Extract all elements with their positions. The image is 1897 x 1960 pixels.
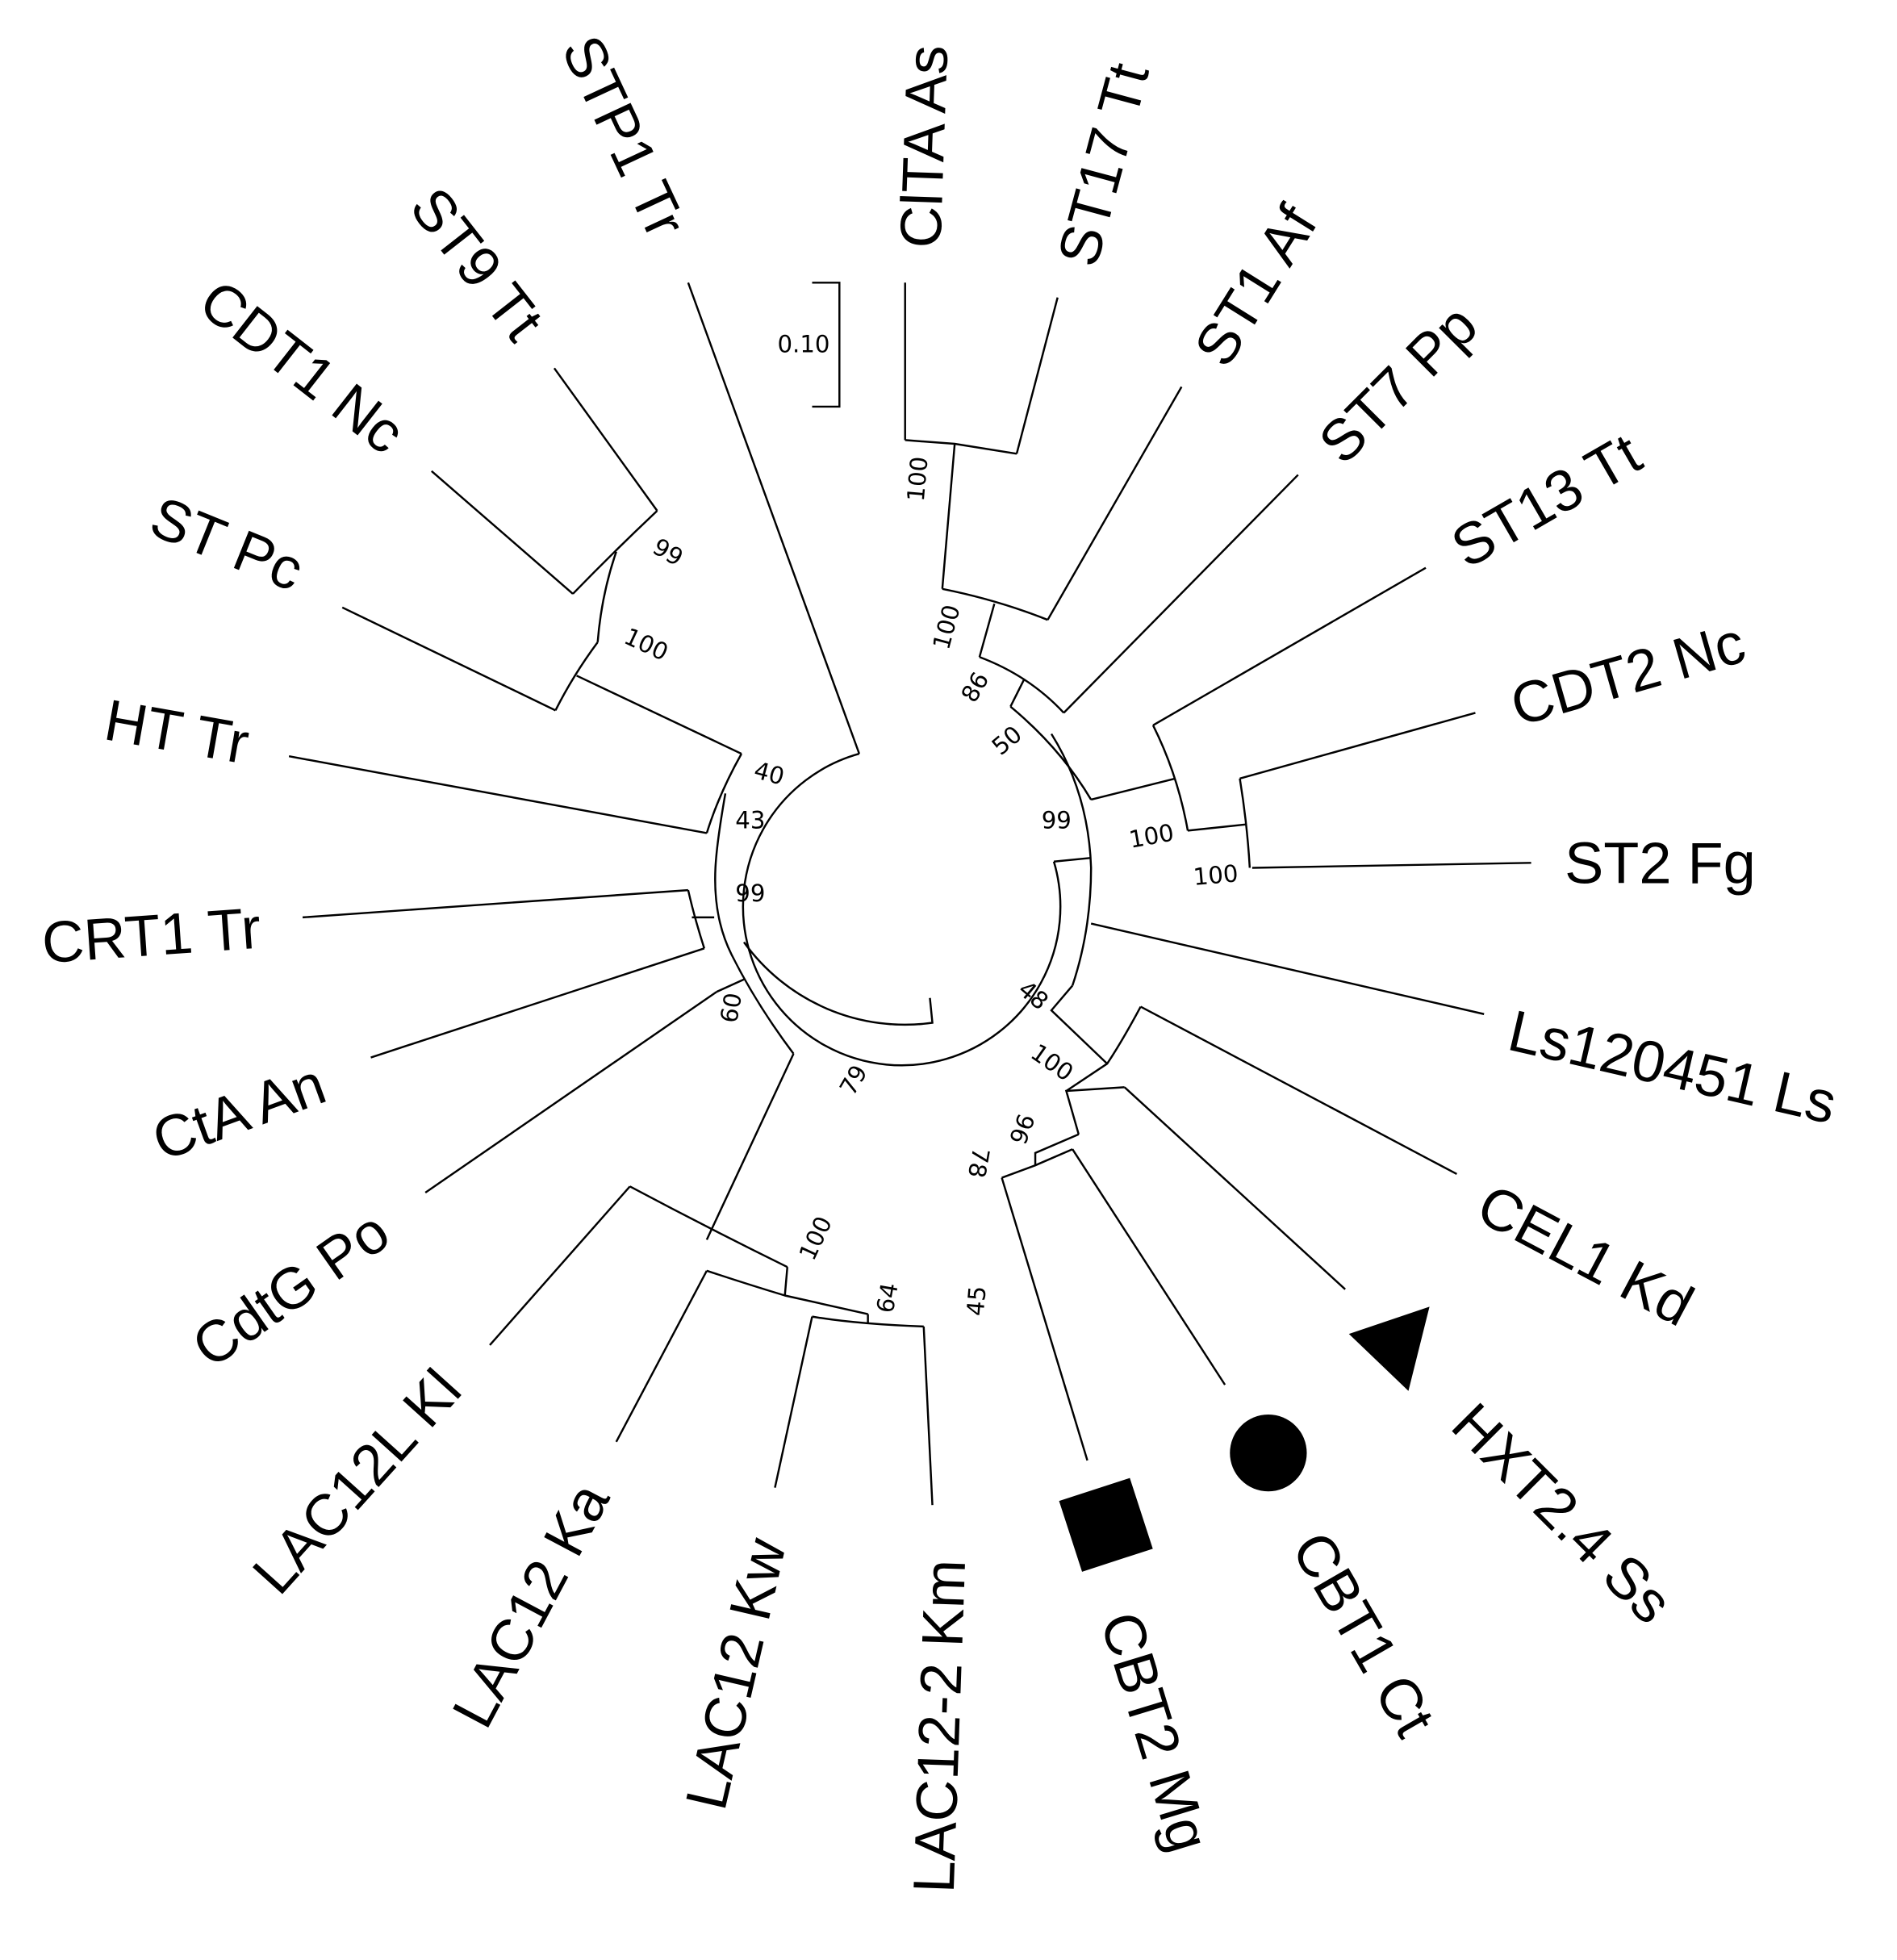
branch-lac12-2-km [922,1326,934,1506]
bootstrap-value: 78 [963,1146,995,1180]
scale-bar: 0.10 [777,282,841,408]
leaf-labels: ClTA As ST17 Tt ST1 Af ST7 Pp ST13 Tt CD… [40,27,1842,1895]
leaf-label: CDT1 Nc [188,268,416,466]
branch-lac12-ka [615,1270,708,1443]
leaf-label: CBT1 Ct [1279,1522,1447,1748]
branch-ls120451-ls [1090,922,1485,1015]
bootstrap-value: 40 [751,756,788,790]
branch-ht-tr [288,754,708,834]
bootstrap-value: 100 [1026,1039,1078,1087]
branch-cel1-kd [1140,1005,1457,1176]
leaf-markers [1059,1306,1430,1572]
leaf-label: LAC12 Kw [674,1532,799,1816]
bootstrap-value: 96 [1004,1110,1040,1148]
leaf-label: CDT2 Nc [1504,611,1752,739]
bootstrap-value: 50 [987,721,1027,761]
leaf-label: ST2 Fg [1565,832,1756,896]
triangle-marker [1348,1306,1430,1391]
bootstrap-value: 43 [735,806,765,834]
scale-bar-label: 0.10 [777,330,829,357]
branch-hxt24-ss [1123,1086,1346,1290]
bootstrap-value: 99 [735,880,765,907]
leaf-label: ST17 Tt [1046,56,1161,272]
bootstrap-value: 100 [1192,859,1239,891]
bootstrap-value: 64 [871,1281,904,1314]
branch-cta-an [370,947,705,1059]
leaf-branches [288,282,1531,1506]
branch-st13-tt [1152,566,1427,726]
bootstrap-value: 86 [955,667,994,707]
leaf-label: HT Tr [100,688,253,777]
branch-cbt2-mg [1001,1177,1088,1461]
bootstrap-value: 100 [1127,819,1176,854]
bootstrap-values: 99 100 40 43 99 60 79 100 64 45 78 96 10… [620,455,1239,1317]
leaf-label: ClTA As [888,44,960,249]
internal-branches [554,439,1251,1328]
branch-st9-tt [553,367,658,512]
leaf-label: Ls120451 Ls [1502,998,1842,1136]
branch-cdt2-nc [1239,712,1476,780]
leaf-label: STP1 Tr [549,27,698,248]
square-marker [1059,1477,1153,1572]
leaf-label: ST7 Pp [1307,293,1490,476]
branch-cdt1-nc [431,470,574,595]
leaf-label: CRT1 Tr [40,896,262,976]
bootstrap-value: 79 [834,1060,873,1100]
bootstrap-value: 99 [648,533,687,571]
branch-st7-pp [1063,474,1299,714]
leaf-label: CdtG Po [181,1199,401,1380]
branch-lac12l-kl [489,1185,631,1346]
bootstrap-value: 45 [962,1285,992,1317]
branch-st2-fg [1251,862,1531,869]
branch-cbt1-ct [1072,1148,1226,1385]
bootstrap-value: 100 [902,455,934,502]
bootstrap-value: 99 [1042,806,1072,834]
leaf-label: LAC12-2 Km [902,1558,978,1894]
branch-st1-af [1047,386,1183,621]
branch-cdtg-po [424,991,717,1193]
leaf-label: HXT2.4 Ss [1439,1391,1684,1636]
leaf-label: ST13 Tt [1441,421,1652,580]
bootstrap-value: 48 [1013,975,1054,1015]
branch-stp1-tr [687,282,861,754]
leaf-label: CtA An [144,1051,334,1173]
circle-marker [1230,1414,1307,1492]
branch-st17-tt [1015,297,1059,454]
leaf-label: LAC12L Kl [240,1358,474,1607]
leaf-label: ST9 Tt [398,176,556,353]
leaf-label: CBT2 Mg [1088,1605,1222,1859]
leaf-label: ST1 Af [1182,194,1330,377]
branch-lac12-kw [774,1316,813,1488]
bootstrap-value: 100 [620,622,672,666]
bootstrap-value: 100 [794,1212,838,1264]
leaf-label: ST Pc [141,485,311,604]
branch-crt1-tr [302,888,688,919]
leaf-label: LAC12 Ka [441,1473,623,1738]
branch-st-pc [341,606,557,712]
bootstrap-value: 100 [927,602,965,653]
leaf-label: CEL1 Kd [1467,1172,1703,1339]
bootstrap-value: 60 [715,991,747,1025]
